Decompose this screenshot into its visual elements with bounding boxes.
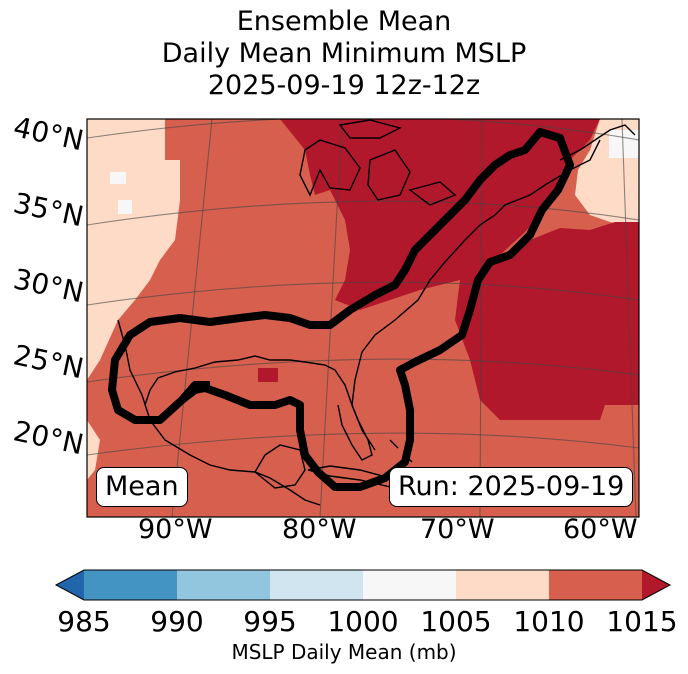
colorbar-segment-995	[270, 570, 364, 600]
pressure-region-1000-patch-2	[118, 200, 132, 214]
colorbar-label: MSLP Daily Mean (mb)	[231, 640, 457, 664]
coastlines	[117, 119, 636, 506]
lon-label-90w: 90°W	[138, 514, 213, 545]
florida	[337, 404, 373, 461]
lon-label-60w: 60°W	[563, 514, 638, 545]
colorbar-segment-1005	[456, 570, 550, 600]
parallel-40n	[87, 119, 639, 141]
colorbar-tick-995: 995	[243, 605, 297, 638]
colorbar-segment-1000	[363, 570, 457, 600]
pressure-region-1015-east	[455, 222, 639, 420]
meridian-70w	[479, 119, 483, 517]
pressure-region-1015-gulf	[258, 368, 278, 382]
colorbar-outline	[54, 569, 672, 601]
meridian-80w	[319, 119, 343, 517]
yucatan	[254, 444, 306, 489]
colorbar-tick-985: 985	[57, 605, 111, 638]
contour-1015-inner	[178, 381, 210, 403]
nova-scotia	[559, 124, 636, 161]
great-lakes	[299, 119, 457, 206]
colorbar-segment-990	[177, 570, 271, 600]
pressure-region-1015-north	[280, 119, 600, 310]
gulf-coast	[144, 355, 353, 406]
lon-label-70w: 70°W	[420, 514, 495, 545]
map-title-line-3: 2025-09-19 12z-12z	[207, 70, 481, 101]
pressure-region-1005-west	[87, 119, 180, 380]
colorbar-tick-990: 990	[150, 605, 204, 638]
parallel-25n	[87, 358, 639, 383]
mean-badge: Mean	[96, 467, 188, 507]
mexico-coast	[117, 319, 321, 506]
colorbar	[54, 569, 672, 601]
contour-1015	[108, 128, 574, 491]
map-border	[86, 118, 640, 518]
pressure-region-1005-southwest	[87, 420, 100, 480]
colorbar-extend-low	[56, 570, 84, 600]
colorbar-tick-1005: 1005	[420, 605, 492, 638]
map-panel	[86, 118, 640, 518]
lon-label-80w: 80°W	[282, 514, 357, 545]
map-title-line-1: Ensemble Mean	[236, 6, 452, 37]
map-title-line-2: Daily Mean Minimum MSLP	[161, 38, 527, 69]
parallel-20n	[87, 432, 639, 456]
parallel-30n	[87, 281, 639, 306]
east-coast	[351, 139, 601, 451]
run-date-badge: Run: 2025-09-19	[389, 467, 634, 507]
colorbar-extend-high	[642, 570, 670, 600]
colorbar-segment-985	[84, 570, 178, 600]
colorbar-tick-1000: 1000	[327, 605, 399, 638]
colorbar-segment-1010	[549, 570, 643, 600]
meridian-60w	[621, 119, 637, 517]
parallel-35n	[87, 200, 639, 226]
colorbar-tick-1015: 1015	[606, 605, 678, 638]
colorbar-tick-1010: 1010	[513, 605, 585, 638]
pressure-region-1000-patch-1	[110, 172, 126, 184]
